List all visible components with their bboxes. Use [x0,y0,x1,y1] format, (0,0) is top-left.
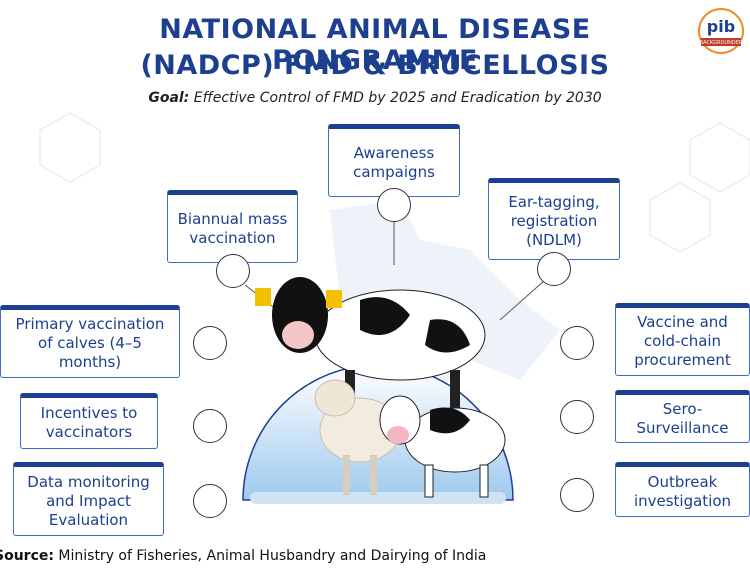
cow [255,277,486,430]
node-box: Data monitoring and Impact Evaluation [13,462,164,536]
node-box: Outbreak investigation [615,462,750,517]
ground [250,492,506,504]
icon [193,409,227,443]
hex-pattern [39,112,750,253]
logo-caption: BACKGROUNDER [700,40,743,46]
icon [537,252,571,286]
node-box: Vaccine and cold-chain procurement [615,303,750,376]
node-box: Primary vaccination of calves (4–5 month… [0,305,180,378]
node-box: Incentives to vaccinators [20,393,158,449]
node-box: Sero-Surveillance [615,390,750,443]
node-box: Awareness campaigns [328,124,460,197]
source-text: Ministry of Fisheries, Animal Husbandry … [58,548,487,564]
sheep [314,379,401,495]
icon [193,326,227,360]
logo-mark: pib [707,17,735,36]
icon [193,484,227,518]
icon [560,326,594,360]
source-label: Source: [0,548,54,564]
goal-label: Goal: [148,90,190,106]
title-line: NATIONAL ANIMAL DISEASE PONGRAMME [159,14,591,76]
title-line: (NADCP) FMD & BRUCELLOSIS [140,50,610,81]
icon [560,478,594,512]
icon [377,188,411,222]
node-box: Biannual mass vaccination [167,190,298,263]
icon [216,254,250,288]
logo: pib BACKGROUNDER [698,8,744,54]
source: Source: Ministry of Fisheries, Animal Hu… [0,548,486,564]
calf [379,395,506,498]
icon [560,400,594,434]
node-box: Ear-tagging, registration (NDLM) [488,178,620,260]
goal: Goal: Effective Control of FMD by 2025 a… [0,90,750,106]
goal-text: Effective Control of FMD by 2025 and Era… [193,90,602,106]
